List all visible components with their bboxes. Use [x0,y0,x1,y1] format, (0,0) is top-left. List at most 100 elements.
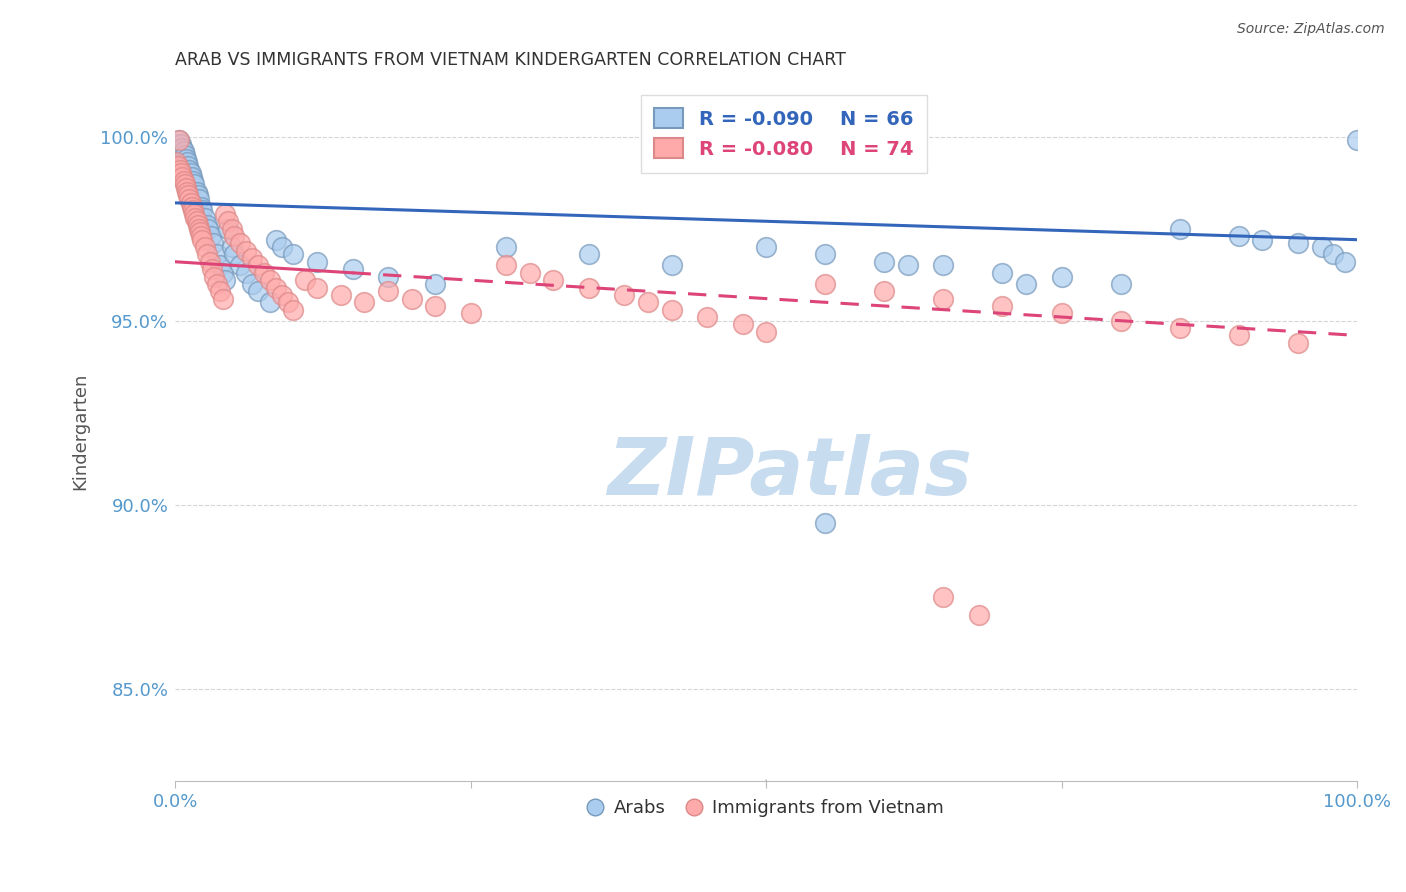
Point [460,306,482,320]
Point [259,273,281,287]
Point [224,229,246,244]
Point [932,590,955,604]
Point [731,318,754,332]
Point [1286,236,1309,251]
Point [307,280,329,294]
Point [814,516,837,531]
Point [873,254,896,268]
Point [209,285,232,299]
Point [176,155,198,169]
Point [190,200,212,214]
Point [180,170,202,185]
Point [173,148,195,162]
Point [198,254,221,268]
Point [181,203,204,218]
Point [194,240,217,254]
Point [235,266,257,280]
Point [661,259,683,273]
Point [1346,133,1368,147]
Point [1251,233,1274,247]
Point [578,280,600,294]
Point [221,240,243,254]
Point [1322,247,1344,261]
Point [377,269,399,284]
Point [1227,229,1250,244]
Point [169,162,191,177]
Y-axis label: Kindergarten: Kindergarten [72,373,89,490]
Point [172,170,194,185]
Point [307,254,329,268]
Point [932,259,955,273]
Text: ARAB VS IMMIGRANTS FROM VIETNAM KINDERGARTEN CORRELATION CHART: ARAB VS IMMIGRANTS FROM VIETNAM KINDERGA… [176,51,846,69]
Point [224,247,246,261]
Point [173,145,195,159]
Point [329,288,352,302]
Point [191,233,214,247]
Point [229,236,252,251]
Point [221,221,243,235]
Point [277,295,299,310]
Point [967,608,990,623]
Point [578,247,600,261]
Point [211,266,233,280]
Point [661,302,683,317]
Point [1227,328,1250,343]
Point [187,188,209,202]
Point [183,178,205,192]
Point [229,259,252,273]
Point [247,285,270,299]
Point [1310,240,1333,254]
Point [177,188,200,202]
Point [1334,254,1357,268]
Point [353,295,375,310]
Point [187,192,209,206]
Point [176,185,198,199]
Point [173,178,195,192]
Point [991,299,1014,313]
Point [1109,314,1132,328]
Point [425,299,447,313]
Point [270,240,292,254]
Point [294,273,316,287]
Point [613,288,636,302]
Point [283,302,305,317]
Point [173,174,195,188]
Point [211,292,233,306]
Point [495,240,517,254]
Point [201,262,224,277]
Point [180,200,202,214]
Point [180,195,202,210]
Point [166,155,188,169]
Point [342,262,364,277]
Point [181,174,204,188]
Point [186,214,208,228]
Point [264,280,287,294]
Text: Source: ZipAtlas.com: Source: ZipAtlas.com [1237,22,1385,37]
Point [174,152,197,166]
Point [169,145,191,159]
Point [170,136,193,151]
Point [205,277,228,291]
Point [247,259,270,273]
Point [425,277,447,291]
Point [253,266,276,280]
Point [191,203,214,218]
Point [179,162,201,177]
Point [188,225,211,239]
Point [755,240,778,254]
Point [1050,269,1073,284]
Point [214,207,236,221]
Point [1168,321,1191,335]
Point [1050,306,1073,320]
Point [755,325,778,339]
Point [897,259,920,273]
Point [187,218,209,232]
Point [195,247,218,261]
Point [637,295,659,310]
Point [240,251,263,265]
Point [259,295,281,310]
Point [205,247,228,261]
Point [1286,335,1309,350]
Legend: Arabs, Immigrants from Vietnam: Arabs, Immigrants from Vietnam [581,792,952,824]
Point [167,133,190,147]
